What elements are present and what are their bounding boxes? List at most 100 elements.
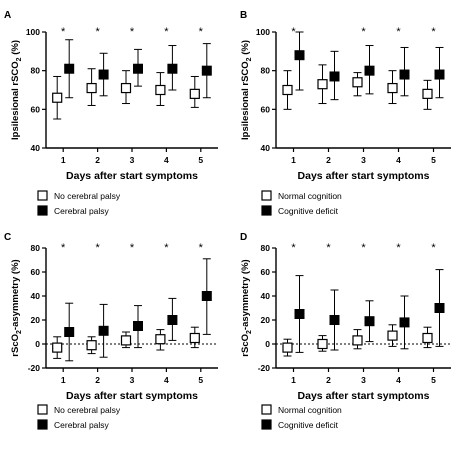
data-point-open-square xyxy=(155,334,166,345)
x-tick-label: 3 xyxy=(130,375,135,385)
y-tick-label: 80 xyxy=(261,66,271,76)
x-tick-label: 2 xyxy=(95,375,100,385)
y-axis-label-subscript: 2 xyxy=(16,57,23,61)
x-axis-label: Days after start symptoms xyxy=(66,390,198,402)
data-point-filled-square xyxy=(133,63,143,74)
x-tick-label: 5 xyxy=(198,375,203,385)
x-tick-label: 4 xyxy=(164,155,169,165)
panel-letter: D xyxy=(240,232,247,243)
series-filled xyxy=(64,39,212,99)
y-axis-label-suffix: -asymmetry (%) xyxy=(10,259,21,330)
y-axis-label: rScO2-asymmetry (%) xyxy=(10,259,23,356)
y-tick-label: 100 xyxy=(26,27,40,37)
legend-entry: Normal cognition xyxy=(278,191,342,201)
y-tick-label: 20 xyxy=(31,315,41,325)
significance-star: * xyxy=(396,26,401,38)
panel-letter: C xyxy=(4,232,11,243)
data-point-open-square xyxy=(120,335,132,346)
data-point-open-square xyxy=(387,330,398,341)
x-tick-label: 2 xyxy=(326,375,331,385)
x-axis-label: Days after start symptoms xyxy=(298,390,430,402)
panel-c: C -20 0 20 40 60 80 1 * 2 * 3 * 4 * 5 * Days after start … xyxy=(4,232,218,430)
x-tick-label: 3 xyxy=(361,375,366,385)
x-tick-label: 5 xyxy=(431,375,436,385)
data-point-filled-square xyxy=(201,291,212,301)
y-axis-label-main: Ipsilesional rSCO xyxy=(240,61,251,140)
x-tick-label: 1 xyxy=(291,155,296,165)
data-point-open-square xyxy=(282,342,293,353)
series-filled xyxy=(64,258,212,362)
data-point-filled-square xyxy=(64,327,75,337)
y-axis-label-subscript: 2 xyxy=(246,330,253,334)
legend-open-square-icon xyxy=(37,190,48,201)
data-point-open-square xyxy=(317,79,328,90)
legend-filled-square-icon xyxy=(261,205,272,216)
data-point-filled-square xyxy=(364,316,375,327)
x-tick-label: 4 xyxy=(396,375,401,385)
series-open xyxy=(52,68,200,120)
y-tick-label: 60 xyxy=(31,267,41,277)
x-tick-label: 1 xyxy=(61,375,66,385)
y-tick-label: 60 xyxy=(261,104,271,114)
significance-star: * xyxy=(130,26,135,38)
series-open xyxy=(282,64,433,110)
legend: No cerebral palsy Cerebral palsy xyxy=(37,190,121,216)
legend-filled-square-icon xyxy=(37,205,48,216)
x-tick-label: 3 xyxy=(361,155,366,165)
y-axis-label-main: rScO xyxy=(240,334,251,357)
significance-star: * xyxy=(95,242,100,254)
y-tick-label: 100 xyxy=(256,27,270,37)
data-point-filled-square xyxy=(294,309,305,319)
panel-letter: A xyxy=(4,10,11,21)
data-point-filled-square xyxy=(399,69,410,80)
x-tick-label: 1 xyxy=(291,375,296,385)
y-axis-label-subscript: 2 xyxy=(16,330,23,334)
legend-open-square-icon xyxy=(261,404,272,415)
data-point-open-square xyxy=(189,88,200,99)
x-tick-label: 5 xyxy=(198,155,203,165)
y-tick-label: 60 xyxy=(261,267,271,277)
legend: No cerebral palsy Cerebral palsy xyxy=(37,404,121,430)
data-point-open-square xyxy=(52,342,63,353)
legend-entry: Cognitive deficit xyxy=(278,420,339,430)
significance-star: * xyxy=(130,242,135,254)
legend-entry: Cognitive deficit xyxy=(278,206,339,216)
panel-a: A 40 60 80 100 1 * 2 * 3 * 4 * 5 * Days after start sym… xyxy=(4,10,218,216)
data-point-filled-square xyxy=(201,65,212,76)
data-point-open-square xyxy=(352,335,363,346)
y-tick-label: 40 xyxy=(31,291,41,301)
y-tick-label: 0 xyxy=(265,339,270,349)
y-tick-label: 80 xyxy=(31,66,41,76)
y-axis-label-suffix: (%) xyxy=(240,40,251,57)
y-tick-label: 20 xyxy=(261,315,271,325)
x-tick-label: 3 xyxy=(130,155,135,165)
legend: Normal cognition Cognitive deficit xyxy=(261,190,342,216)
significance-star: * xyxy=(95,26,100,38)
data-point-filled-square xyxy=(64,63,75,74)
data-point-open-square xyxy=(422,88,433,99)
x-tick-label: 4 xyxy=(396,155,401,165)
legend-entry: Cerebral palsy xyxy=(54,206,110,216)
significance-star: * xyxy=(361,26,366,38)
panel-d: D -20 0 20 40 60 80 1 * 2 * 3 * 4 * 5 * Days after start … xyxy=(240,232,451,430)
legend-filled-square-icon xyxy=(37,419,48,430)
series-open xyxy=(52,326,200,359)
y-tick-label: 80 xyxy=(31,243,41,253)
legend-open-square-icon xyxy=(261,190,272,201)
series-open xyxy=(282,324,433,357)
significance-star: * xyxy=(61,242,66,254)
data-point-open-square xyxy=(52,92,63,103)
legend: Normal cognition Cognitive deficit xyxy=(261,404,342,430)
data-point-open-square xyxy=(189,332,200,344)
data-point-filled-square xyxy=(399,317,410,328)
data-point-open-square xyxy=(86,82,97,94)
x-tick-label: 2 xyxy=(326,155,331,165)
significance-star: * xyxy=(164,26,169,38)
y-tick-label: 60 xyxy=(31,104,41,114)
x-tick-label: 5 xyxy=(431,155,436,165)
data-point-filled-square xyxy=(364,65,375,76)
data-point-open-square xyxy=(387,82,398,94)
y-axis-label: Ipsilesional rSCO2 (%) xyxy=(10,40,23,140)
y-axis-label-suffix: (%) xyxy=(10,40,21,57)
